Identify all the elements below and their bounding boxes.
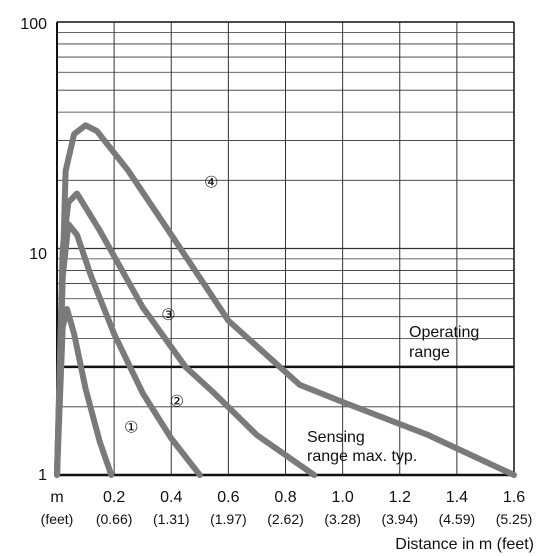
- annotation-sensing: range max. typ.: [307, 448, 417, 465]
- x-tick-label-feet: (2.62): [267, 511, 304, 527]
- x-tick-label: 1.0: [332, 489, 354, 506]
- x-tick-label: 1.2: [389, 489, 411, 506]
- annotation-operating: range: [409, 344, 450, 361]
- x-unit-label: m: [50, 489, 63, 506]
- x-tick-label-feet: (0.66): [96, 511, 133, 527]
- y-tick-label: 100: [20, 16, 47, 33]
- x-tick-label-feet: (3.28): [324, 511, 361, 527]
- series-label: ④: [204, 174, 218, 191]
- curve-series-1: [54, 306, 115, 478]
- x-tick-label-feet: (5.25): [496, 511, 533, 527]
- y-tick-label: 10: [29, 246, 47, 263]
- x-tick-label-feet: (1.31): [153, 511, 190, 527]
- x-tick-label: 1.4: [446, 489, 468, 506]
- x-tick-label: 1.6: [503, 489, 525, 506]
- series-label: ①: [124, 420, 138, 437]
- x-tick-label: 0.2: [103, 489, 125, 506]
- x-unit-label-feet: (feet): [41, 511, 74, 527]
- x-tick-label: 0.8: [274, 489, 296, 506]
- grid: [57, 22, 514, 475]
- series-label: ②: [170, 394, 184, 411]
- annotation-sensing: Sensing: [307, 429, 365, 446]
- curves: [54, 122, 517, 478]
- x-tick-label-feet: (3.94): [381, 511, 418, 527]
- x-tick-label: 0.6: [217, 489, 239, 506]
- annotation-operating: Operating: [409, 324, 479, 341]
- y-tick-label: 1: [38, 467, 47, 484]
- curve-series-4: [54, 122, 517, 478]
- x-axis-title: Distance in m (feet): [395, 536, 534, 553]
- x-tick-label-feet: (1.97): [210, 511, 247, 527]
- x-tick-label-feet: (4.59): [439, 511, 476, 527]
- series-label: ③: [161, 307, 175, 324]
- x-tick-label: 0.4: [160, 489, 182, 506]
- labels: 100 10 1 m (feet) Operating range Sensin…: [20, 16, 534, 553]
